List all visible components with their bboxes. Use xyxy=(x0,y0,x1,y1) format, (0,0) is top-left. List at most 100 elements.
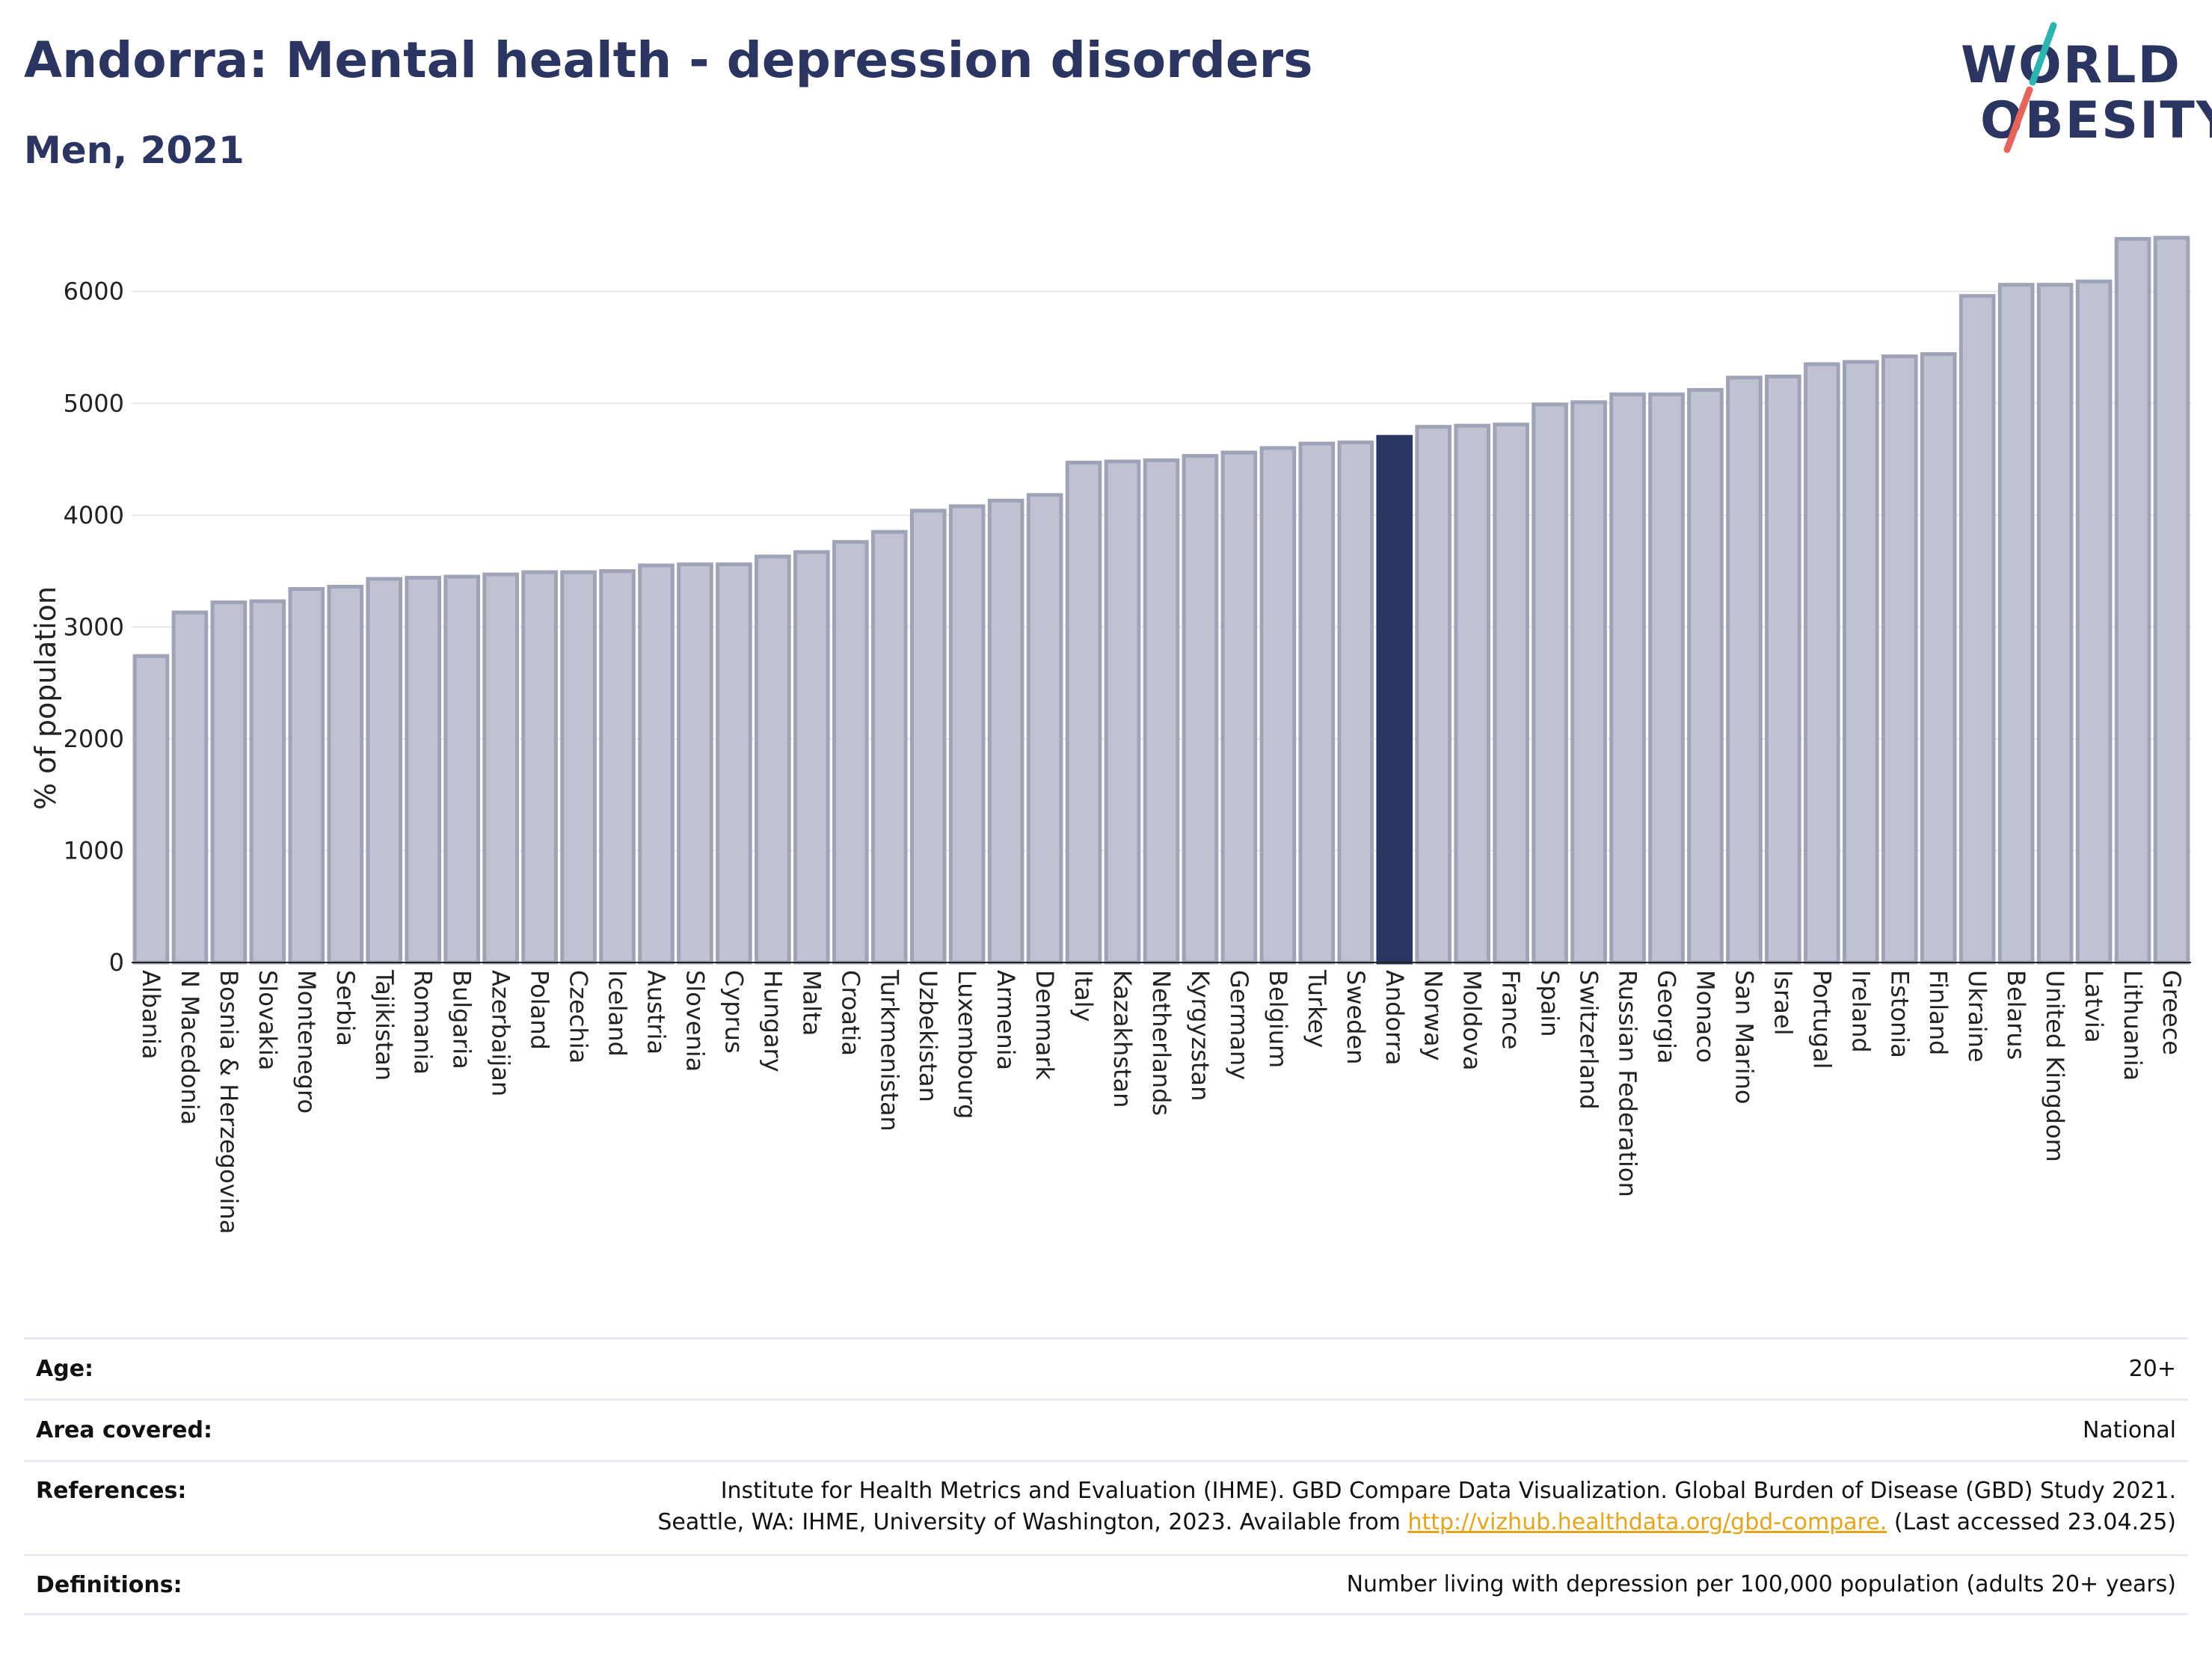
bar-hungary xyxy=(755,554,791,965)
bar-chart: 0 1000 2000 3000 4000 5000 6000 Albania N Maced… xyxy=(29,236,2191,1234)
bar-spain xyxy=(1531,402,1568,965)
meta-val-age: 20+ xyxy=(2128,1355,2176,1382)
bar-norway xyxy=(1415,425,1452,965)
bar-monaco xyxy=(1687,387,1724,965)
y-tick-label: 5000 xyxy=(64,389,124,417)
bar-turkey xyxy=(1298,441,1336,965)
x-tick-label: Estonia xyxy=(1885,970,1914,1058)
meta-row-age: Age: 20+ xyxy=(24,1337,2188,1398)
bar-latvia xyxy=(2075,279,2113,965)
bar-finland xyxy=(1920,351,1957,965)
x-axis-labels: Albania N Macedonia Bosnia & Herzegovina Sl… xyxy=(137,969,2186,1234)
y-tick-label: 4000 xyxy=(64,501,124,529)
bar-tajikistan xyxy=(366,577,403,965)
x-tick-label: Portugal xyxy=(1807,970,1836,1069)
x-tick-label: Luxembourg xyxy=(953,970,981,1119)
bar-estonia xyxy=(1881,354,1918,965)
bar-lithuania xyxy=(2114,236,2151,965)
bar-italy xyxy=(1065,461,1102,965)
bar-israel xyxy=(1765,374,1801,965)
x-tick-label: Turkey xyxy=(1303,969,1331,1048)
bar-malta xyxy=(793,550,830,965)
bar-belgium xyxy=(1259,446,1297,965)
bar-czechia xyxy=(560,570,597,965)
x-tick-label: Belgium xyxy=(1264,970,1292,1068)
bar-belarus xyxy=(1997,283,2035,965)
x-tick-label: Moldova xyxy=(1458,970,1487,1071)
bar-bulgaria xyxy=(443,574,481,965)
x-tick-label: Denmark xyxy=(1030,970,1059,1081)
x-tick-label: Sweden xyxy=(1342,970,1370,1064)
bar-slovenia xyxy=(677,562,713,965)
x-tick-label: Latvia xyxy=(2080,970,2108,1043)
bar-luxembourg xyxy=(948,504,986,965)
x-tick-label: Russian Federation xyxy=(1614,970,1642,1197)
x-tick-label: Ukraine xyxy=(1963,970,1991,1063)
x-tick-label: Cyprus xyxy=(719,970,748,1054)
bar-germany xyxy=(1220,450,1258,965)
meta-val-area: National xyxy=(2082,1416,2176,1443)
meta-row-definitions: Definitions: Number living with depressi… xyxy=(24,1554,2188,1615)
bar-uzbekistan xyxy=(909,509,947,965)
x-tick-label: Switzerland xyxy=(1575,970,1603,1110)
bar-andorra xyxy=(1376,435,1413,965)
x-tick-label: Bosnia & Herzegovina xyxy=(215,970,243,1234)
bar-romania xyxy=(405,576,442,965)
meta-key-area: Area covered: xyxy=(36,1417,212,1443)
references-link[interactable]: http://vizhub.healthdata.org/gbd-compare… xyxy=(1407,1509,1887,1535)
x-tick-label: Tajikistan xyxy=(370,969,399,1081)
x-tick-label: N Macedonia xyxy=(176,970,204,1125)
x-tick-label: Austria xyxy=(642,970,670,1054)
references-line-2-post: (Last accessed 23.04.25) xyxy=(1887,1509,2176,1535)
x-tick-label: Uzbekistan xyxy=(914,970,942,1102)
x-tick-label: Montenegro xyxy=(292,970,321,1114)
bar-n-macedonia xyxy=(171,610,209,965)
bar-montenegro xyxy=(288,587,325,965)
bar-iceland xyxy=(599,569,636,965)
x-tick-label: Croatia xyxy=(836,970,864,1056)
x-tick-label: Azerbaijan xyxy=(487,970,515,1096)
x-tick-label: Ireland xyxy=(1846,970,1875,1053)
bar-moldova xyxy=(1454,423,1491,965)
x-tick-label: Czechia xyxy=(565,970,593,1063)
x-tick-label: Germany xyxy=(1225,970,1253,1080)
x-tick-label: Israel xyxy=(1769,970,1797,1035)
bar-san-marino xyxy=(1726,375,1763,965)
x-tick-label: Slovakia xyxy=(254,970,282,1070)
y-tick-label: 0 xyxy=(109,948,124,977)
x-tick-label: Malta xyxy=(797,970,826,1036)
x-tick-label: France xyxy=(1497,970,1526,1049)
bar-kyrgyzstan xyxy=(1182,454,1219,965)
logo-word-1: WORLD xyxy=(1961,36,2181,95)
bar-denmark xyxy=(1026,493,1063,965)
bar-sweden xyxy=(1337,440,1374,965)
logo-slash-icon xyxy=(2003,22,2057,153)
meta-key-definitions: Definitions: xyxy=(36,1571,182,1598)
x-tick-label: Lithuania xyxy=(2119,970,2147,1081)
chart-subtitle: Men, 2021 xyxy=(24,129,245,172)
bar-turkmenistan xyxy=(870,529,908,965)
bar-france xyxy=(1493,423,1529,965)
bar-cyprus xyxy=(716,562,752,965)
metadata-table: Age: 20+ Area covered: National Referenc… xyxy=(24,1337,2188,1615)
x-tick-label: Serbia xyxy=(331,970,360,1046)
bar-bosnia-herzegovina xyxy=(210,600,248,965)
bar-ukraine xyxy=(1958,294,1996,965)
x-tick-label: Iceland xyxy=(603,970,632,1057)
bar-switzerland xyxy=(1570,400,1607,965)
bar-croatia xyxy=(832,540,869,965)
meta-key-age: Age: xyxy=(36,1356,94,1382)
bar-greece xyxy=(2153,236,2190,965)
x-tick-label: Belarus xyxy=(2002,970,2030,1060)
references-line-1: Institute for Health Metrics and Evaluat… xyxy=(720,1478,2176,1504)
x-tick-label: Hungary xyxy=(758,970,787,1072)
bar-azerbaijan xyxy=(482,572,519,965)
bar-united-kingdom xyxy=(2036,283,2074,965)
x-tick-label: Netherlands xyxy=(1147,970,1176,1116)
bar-poland xyxy=(521,570,558,965)
bar-albania xyxy=(132,654,170,965)
x-tick-label: Bulgaria xyxy=(448,970,476,1069)
x-tick-label: San Marino xyxy=(1730,970,1758,1105)
meta-row-references: References: Institute for Health Metrics… xyxy=(24,1460,2188,1554)
bar-portugal xyxy=(1804,362,1840,965)
